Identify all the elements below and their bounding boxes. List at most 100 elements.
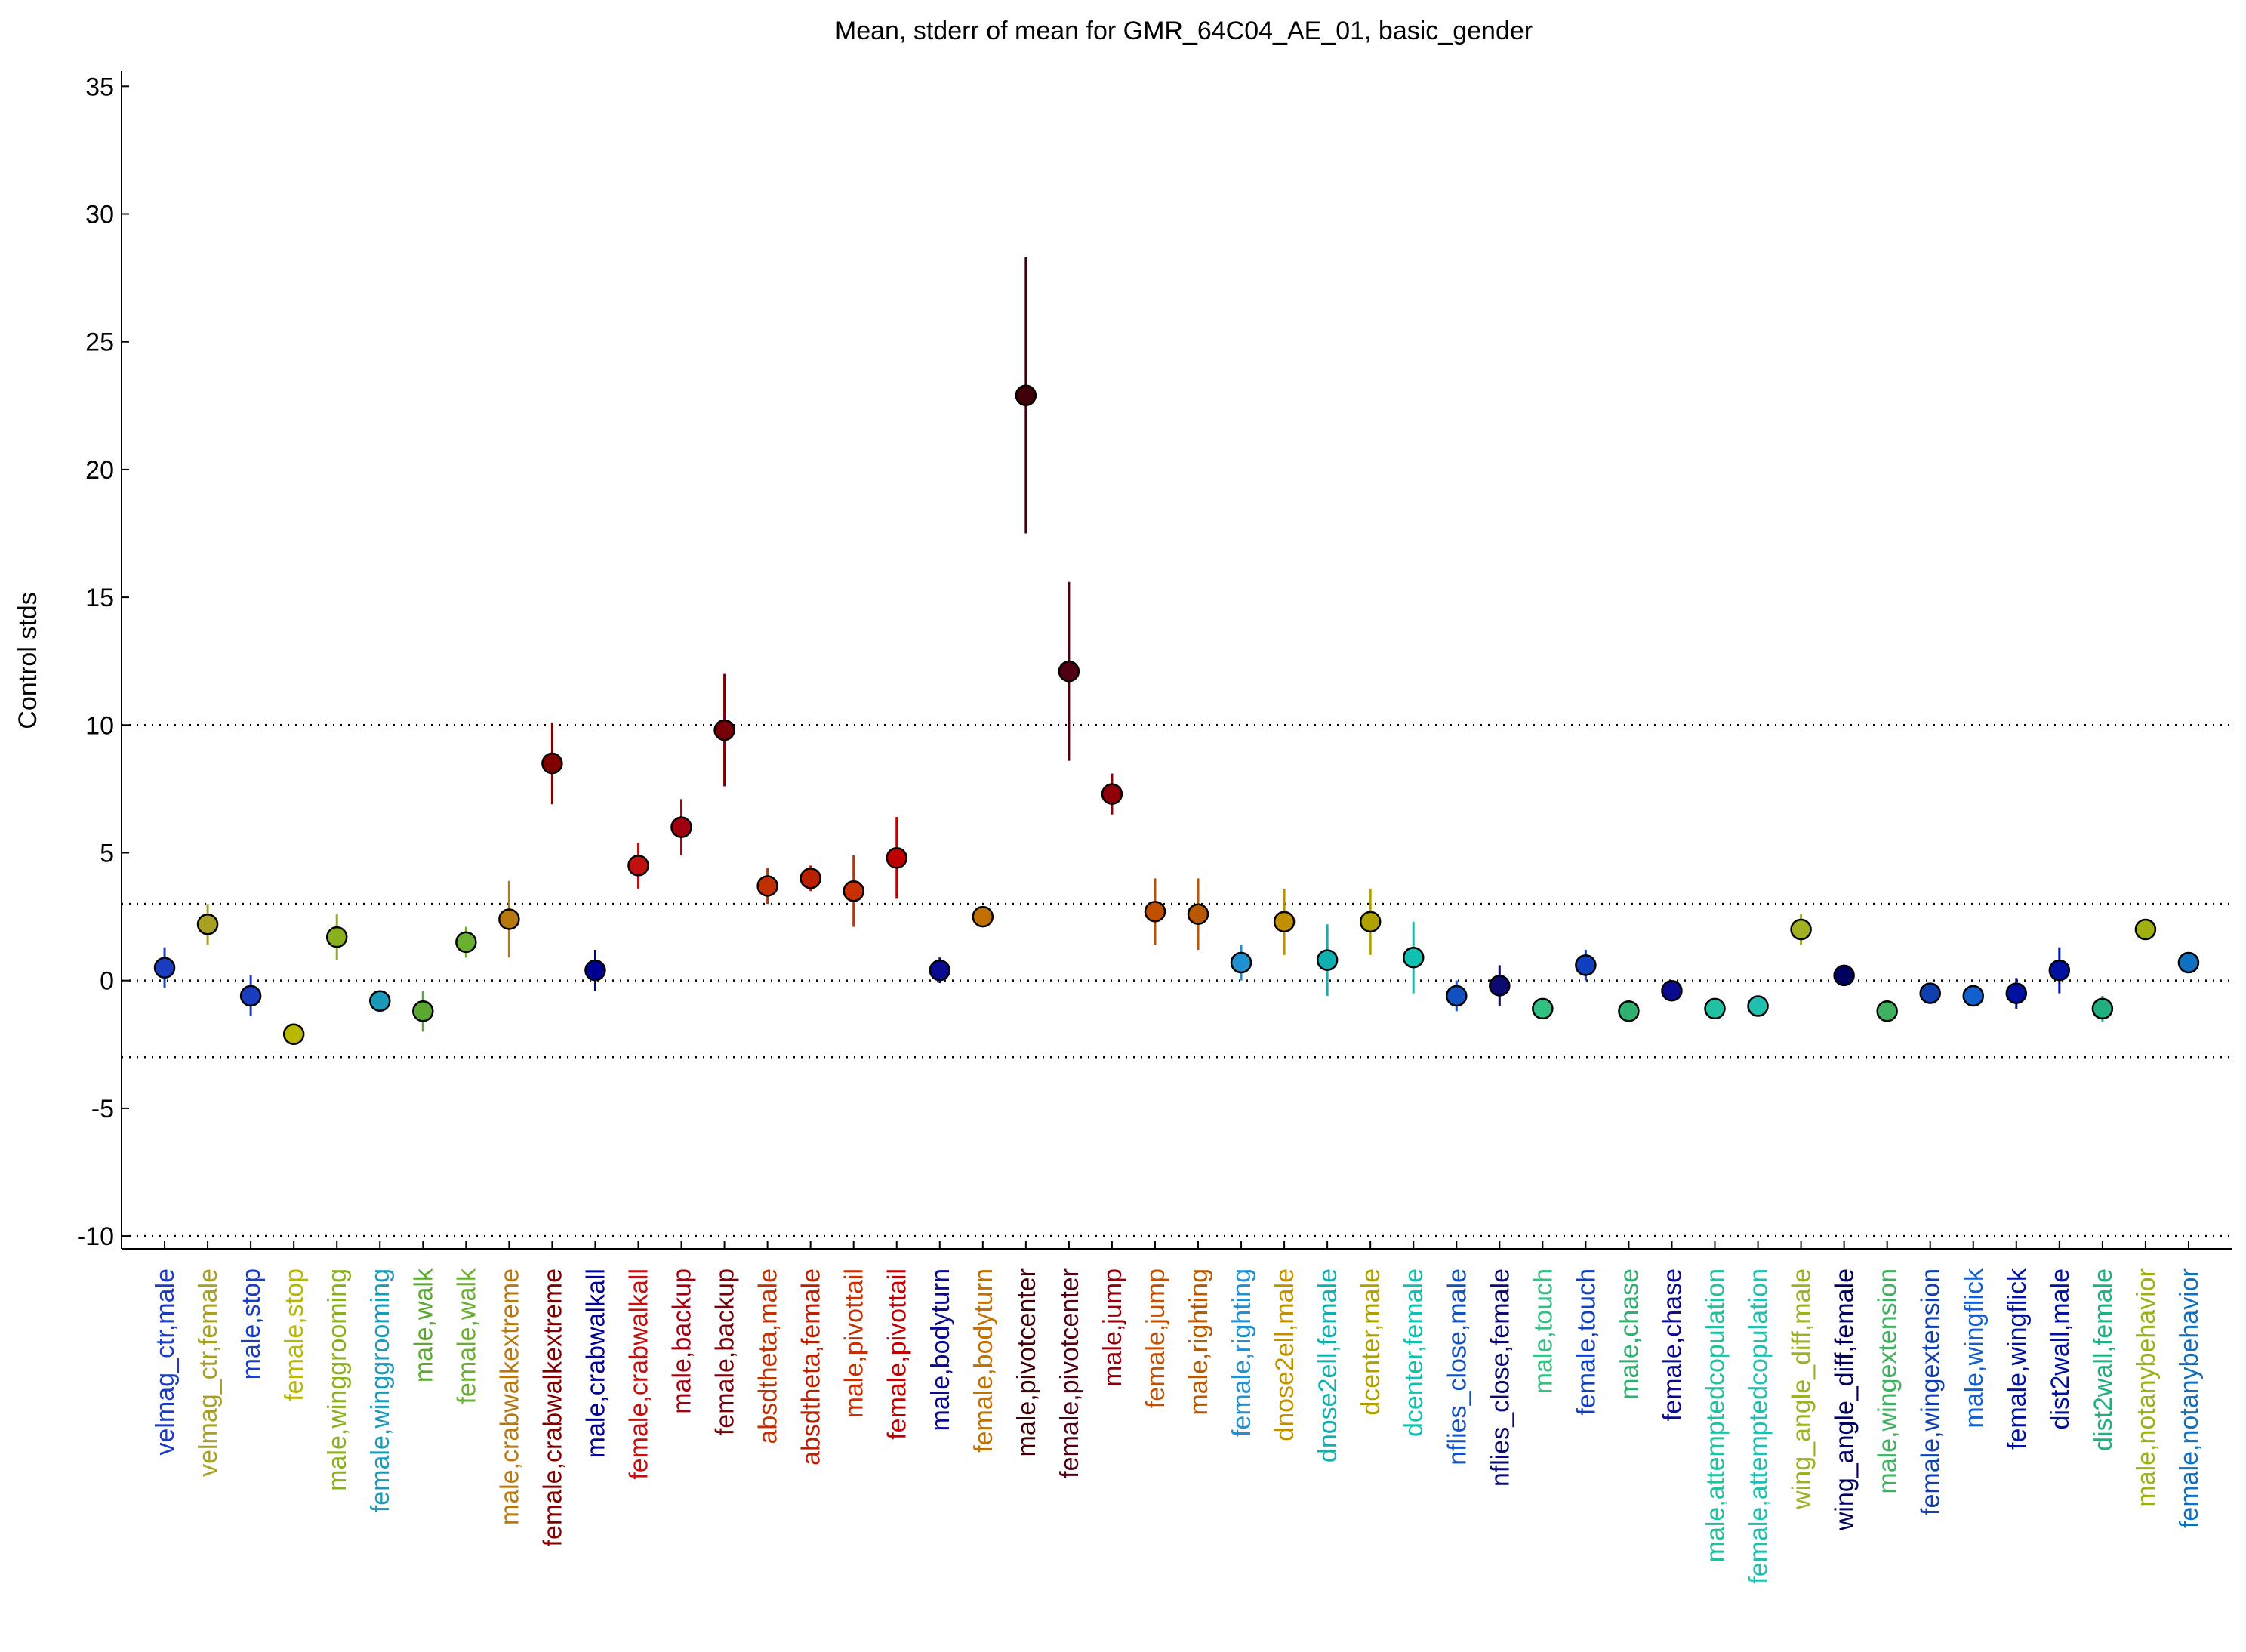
mean-marker	[1575, 954, 1597, 976]
x-tick-label: wing_angle_diff,male	[1788, 1268, 1816, 1510]
x-tick-label: male,righting	[1185, 1268, 1213, 1416]
x-tick-label: dnose2ell,female	[1314, 1268, 1342, 1462]
y-tick-label: -5	[91, 1095, 114, 1123]
mean-marker	[239, 985, 262, 1007]
mean-marker	[843, 880, 864, 902]
mean-marker	[756, 875, 778, 897]
mean-marker	[929, 959, 951, 982]
x-tick-label: female,righting	[1228, 1268, 1256, 1437]
x-tick-label: dcenter,male	[1357, 1268, 1385, 1416]
mean-marker	[196, 913, 219, 935]
mean-marker	[1144, 901, 1166, 923]
y-tick-label: 15	[85, 584, 114, 612]
x-tick-label: dist2wall,male	[2046, 1268, 2075, 1430]
y-tick-label: 30	[85, 201, 114, 230]
mean-marker	[368, 990, 391, 1012]
x-tick-label: female,bodyturn	[969, 1268, 998, 1453]
x-tick-label: male,backup	[668, 1268, 697, 1414]
x-tick-label: nflies_close,female	[1486, 1268, 1514, 1487]
x-tick-label: female,backup	[711, 1268, 740, 1435]
mean-marker	[1316, 949, 1339, 971]
mean-marker	[1489, 975, 1511, 997]
mean-marker	[627, 855, 649, 877]
mean-marker	[1273, 911, 1296, 933]
x-tick-label: nflies_close,male	[1443, 1268, 1471, 1466]
x-tick-label: male,touch	[1529, 1268, 1557, 1394]
mean-marker	[670, 816, 692, 838]
x-tick-label: female,stop	[280, 1268, 309, 1401]
mean-marker	[541, 752, 563, 775]
x-tick-label: female,winggrooming	[366, 1268, 395, 1512]
x-tick-label: dist2wall,female	[2089, 1268, 2118, 1451]
x-tick-label: female,wingextension	[1917, 1268, 1946, 1515]
x-tick-label: male,jump	[1098, 1268, 1127, 1387]
y-tick-label: 0	[100, 967, 114, 996]
x-tick-label: male,crabwalkall	[581, 1268, 610, 1458]
x-tick-label: female,pivottail	[883, 1268, 912, 1440]
mean-marker	[412, 1000, 434, 1022]
mean-marker	[153, 957, 176, 979]
mean-marker	[972, 905, 994, 928]
x-tick-label: female,crabwalkall	[624, 1268, 653, 1480]
x-tick-label: female,walk	[452, 1268, 481, 1404]
mean-marker	[1230, 951, 1252, 974]
mean-marker	[713, 719, 735, 741]
x-tick-label: wing_angle_diff,female	[1831, 1268, 1859, 1531]
x-tick-label: male,notanybehavior	[2132, 1268, 2161, 1507]
mean-marker	[325, 926, 348, 948]
x-tick-label: female,crabwalkextreme	[538, 1268, 567, 1546]
y-tick-label: -10	[77, 1222, 114, 1251]
x-tick-label: velmag_ctr,female	[194, 1268, 223, 1477]
x-tick-label: male,pivotcenter	[1012, 1268, 1041, 1456]
x-tick-label: male,stop	[237, 1268, 266, 1379]
y-tick-label: 35	[85, 72, 114, 101]
x-tick-label: velmag_ctr,male	[151, 1268, 180, 1456]
mean-marker	[1661, 979, 1683, 1002]
mean-marker	[1402, 946, 1425, 969]
x-tick-label: male,bodyturn	[926, 1268, 955, 1431]
x-tick-label: female,wingflick	[2003, 1268, 2032, 1450]
x-tick-label: female,jump	[1141, 1268, 1170, 1408]
x-tick-label: absdtheta,female	[797, 1268, 826, 1466]
x-tick-label: female,attemptedcopulation	[1745, 1268, 1773, 1584]
mean-marker	[2134, 918, 2157, 941]
y-tick-label: 10	[85, 711, 114, 740]
x-tick-label: male,walk	[409, 1268, 438, 1382]
y-tick-label: 20	[85, 456, 114, 485]
y-tick-label: 5	[100, 839, 114, 868]
chart-title: Mean, stderr of mean for GMR_64C04_AE_01…	[835, 17, 1533, 45]
x-tick-label: male,attemptedcopulation	[1702, 1268, 1730, 1562]
mean-marker	[1618, 1000, 1640, 1022]
mean-marker	[1446, 985, 1468, 1007]
x-tick-label: female,touch	[1572, 1268, 1601, 1416]
mean-marker	[1101, 783, 1123, 805]
mean-marker	[1962, 985, 1985, 1007]
mean-marker	[498, 908, 520, 930]
mean-marker	[1747, 995, 1769, 1017]
mean-marker	[800, 868, 821, 889]
x-tick-label: male,wingextension	[1874, 1268, 1902, 1494]
mean-marker	[2091, 997, 2114, 1020]
mean-marker	[455, 931, 477, 954]
mean-marker	[1532, 997, 1554, 1020]
x-tick-label: female,pivotcenter	[1055, 1268, 1084, 1478]
y-tick-label: 25	[85, 328, 114, 357]
mean-marker	[2048, 959, 2071, 982]
x-tick-label: male,pivottail	[840, 1268, 869, 1418]
mean-marker	[584, 959, 606, 982]
x-tick-label: absdtheta,male	[754, 1268, 783, 1444]
mean-marker	[886, 847, 907, 869]
y-axis-label: Control stds	[14, 592, 42, 729]
x-tick-label: male,winggrooming	[323, 1268, 352, 1491]
x-tick-label: dnose2ell,male	[1271, 1268, 1299, 1441]
mean-marker	[1919, 982, 1941, 1004]
x-tick-label: dcenter,female	[1400, 1268, 1428, 1437]
mean-marker	[1359, 911, 1382, 933]
mean-marker	[2177, 951, 2200, 974]
mean-marker	[1833, 964, 1855, 987]
x-tick-label: male,crabwalkextreme	[495, 1268, 524, 1525]
mean-marker	[1704, 997, 1726, 1020]
mean-marker	[282, 1023, 305, 1045]
mean-marker	[1187, 903, 1209, 925]
